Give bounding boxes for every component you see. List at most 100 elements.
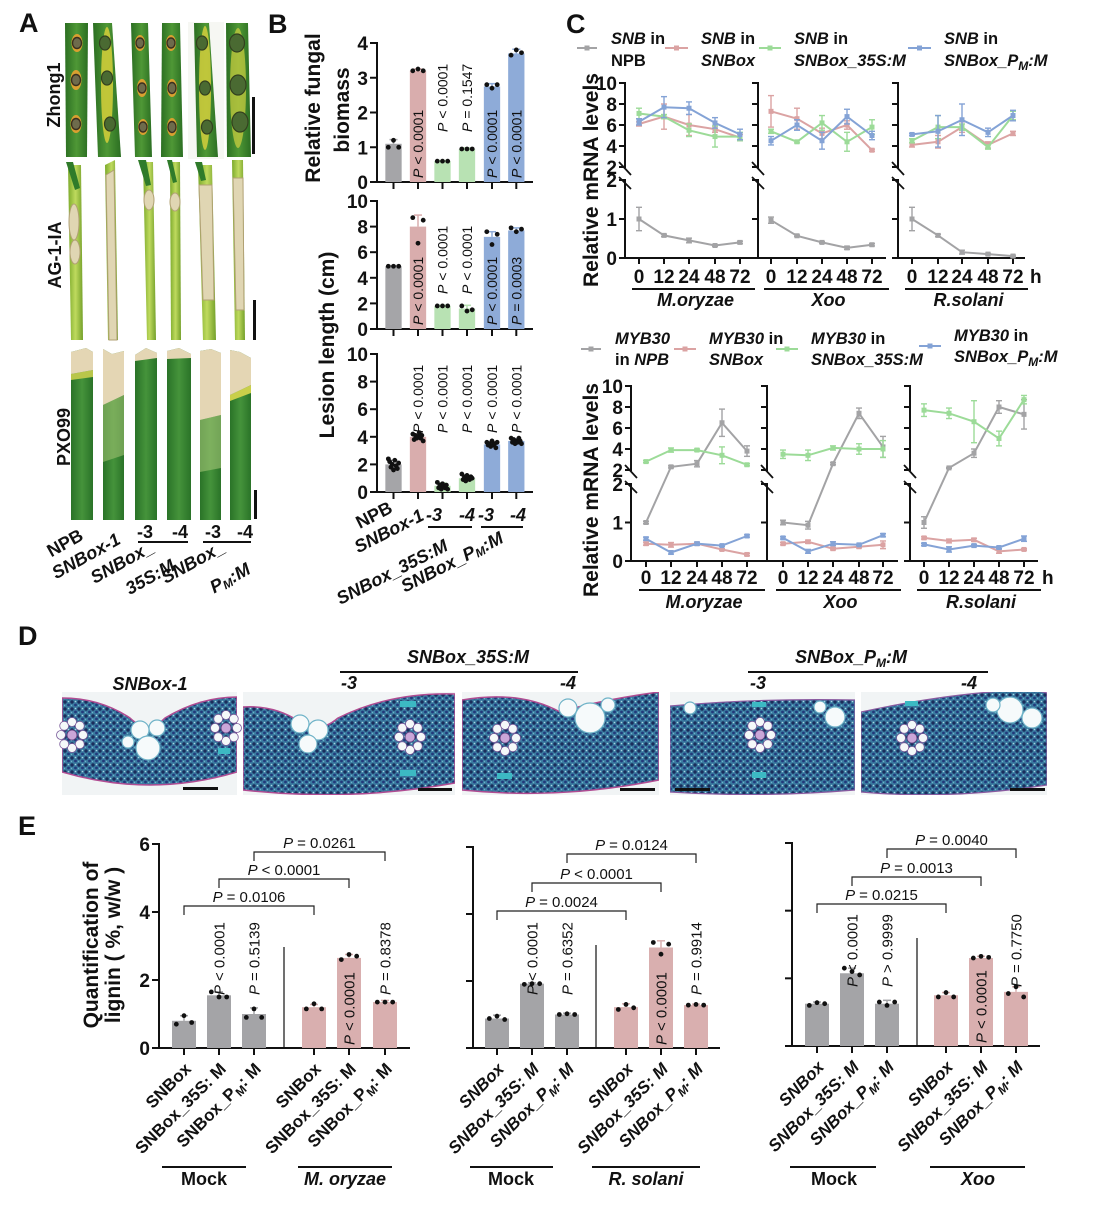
- data-point: [173, 1021, 179, 1027]
- subscript: M: [876, 656, 887, 670]
- data-point: [701, 1002, 707, 1008]
- data-point: [396, 460, 402, 466]
- data-marker: [780, 535, 786, 541]
- bundle-core: [66, 729, 78, 741]
- data-point: [469, 146, 475, 152]
- p-symbol: P: [845, 887, 855, 904]
- vascular-bundle: [210, 710, 242, 746]
- data-marker: [880, 532, 886, 538]
- photo-ag-1-ia: [66, 160, 245, 341]
- bar: [458, 148, 476, 182]
- comparison-p-value: P < 0.0001: [248, 862, 321, 879]
- panel-d: SNBox-1 SNBox_35S:M -3 -4 SNBox_PM:M -3 …: [56, 647, 1047, 795]
- y-tick-label: 4: [606, 137, 617, 158]
- panel-letter-a: A: [19, 8, 39, 38]
- label-part: MYB30: [811, 330, 867, 348]
- facet-rsolani: 0 12 24 48 72 h R.solani: [903, 385, 1054, 612]
- p-value-label: P = 0.0003: [508, 257, 524, 325]
- comparison-bracket: [183, 905, 315, 915]
- data-point: [374, 999, 380, 1005]
- bundle-cell: [507, 742, 518, 753]
- data-point: [951, 994, 957, 1000]
- data-point: [391, 263, 396, 269]
- bar: [434, 305, 451, 329]
- bundle-cell: [405, 719, 415, 729]
- bundle-cell: [228, 732, 239, 743]
- p-value-text: = 0.9914: [688, 922, 705, 981]
- data-point: [415, 66, 421, 72]
- y-tick-label: 2: [606, 171, 617, 192]
- data-point: [385, 144, 391, 150]
- bar: [555, 1014, 579, 1048]
- bar: [969, 958, 993, 1046]
- comparison-bracket: [531, 882, 662, 892]
- label-part: NPB: [611, 52, 646, 70]
- legend-label-line: SNB in: [794, 30, 848, 48]
- data-marker: [744, 448, 750, 454]
- data-marker: [985, 129, 991, 135]
- legend-item: SNB in SNBox_35S:M: [759, 30, 907, 70]
- p-symbol: P: [459, 423, 475, 433]
- p-value-text: < 0.0001: [459, 226, 475, 281]
- x-tick-label: 12: [938, 568, 959, 589]
- data-point: [303, 1006, 309, 1012]
- p-value-text: = 0.0040: [929, 832, 988, 849]
- data-marker: [636, 216, 642, 222]
- facet-label: Xoo: [823, 592, 858, 612]
- bar: [458, 308, 476, 329]
- p-symbol: P: [508, 168, 524, 178]
- data-point: [391, 467, 396, 473]
- data-point: [392, 457, 398, 463]
- p-value-text: = 0.0261: [297, 835, 356, 852]
- row-label-zhong1: Zhong1: [44, 63, 64, 128]
- p-value-text: = 0.0124: [609, 837, 668, 854]
- data-point: [489, 242, 495, 247]
- scale-bar: [418, 788, 452, 791]
- data-point: [338, 957, 344, 962]
- p-symbol: P: [880, 860, 890, 877]
- data-marker: [719, 546, 725, 552]
- data-point: [970, 955, 976, 961]
- p-value-text: < 0.0001: [484, 257, 500, 312]
- data-point: [346, 952, 352, 957]
- label-part: SNB: [701, 30, 736, 48]
- group-label: Mock: [181, 1169, 228, 1189]
- data-point: [389, 462, 395, 467]
- data-point: [354, 953, 360, 959]
- data-point: [564, 1011, 570, 1017]
- bar: [805, 1003, 829, 1046]
- data-marker: [946, 410, 952, 416]
- p-value-label: P < 0.0001: [508, 110, 524, 178]
- label-part: in: [866, 330, 885, 348]
- data-marker: [935, 128, 941, 134]
- x-tick-label: 0: [766, 267, 777, 288]
- data-marker: [805, 522, 811, 528]
- label-part: SNB: [944, 30, 979, 48]
- data-point: [410, 215, 416, 221]
- p-value-label: P < 0.0001: [435, 64, 451, 132]
- data-point: [519, 441, 524, 447]
- bundle-cell: [67, 743, 77, 753]
- data-marker: [880, 542, 886, 548]
- data-point: [445, 486, 451, 492]
- data-marker: [971, 543, 977, 549]
- bar: [1004, 991, 1028, 1046]
- comparison-p-value: P = 0.0040: [915, 832, 988, 849]
- data-point: [943, 990, 949, 995]
- legend-label-line: SNB in: [611, 30, 665, 48]
- data-point: [459, 303, 465, 309]
- data-marker: [1021, 546, 1027, 552]
- column-label-pm-line3: -3: [205, 522, 221, 542]
- bar: [207, 995, 231, 1048]
- comparison-bracket: [496, 910, 627, 920]
- p-value-text: < 0.0001: [410, 257, 426, 312]
- y-tick-label: 2: [606, 158, 617, 179]
- p-value-text: = 0.0003: [508, 257, 524, 312]
- p-symbol: P: [246, 985, 263, 995]
- data-point: [513, 47, 519, 53]
- x-label-pm-line4: -4: [510, 505, 526, 525]
- section-image-35s-3: [243, 692, 455, 795]
- data-marker: [844, 114, 850, 120]
- facet-xoo: 0 12 24 48 72 Xoo: [760, 385, 901, 612]
